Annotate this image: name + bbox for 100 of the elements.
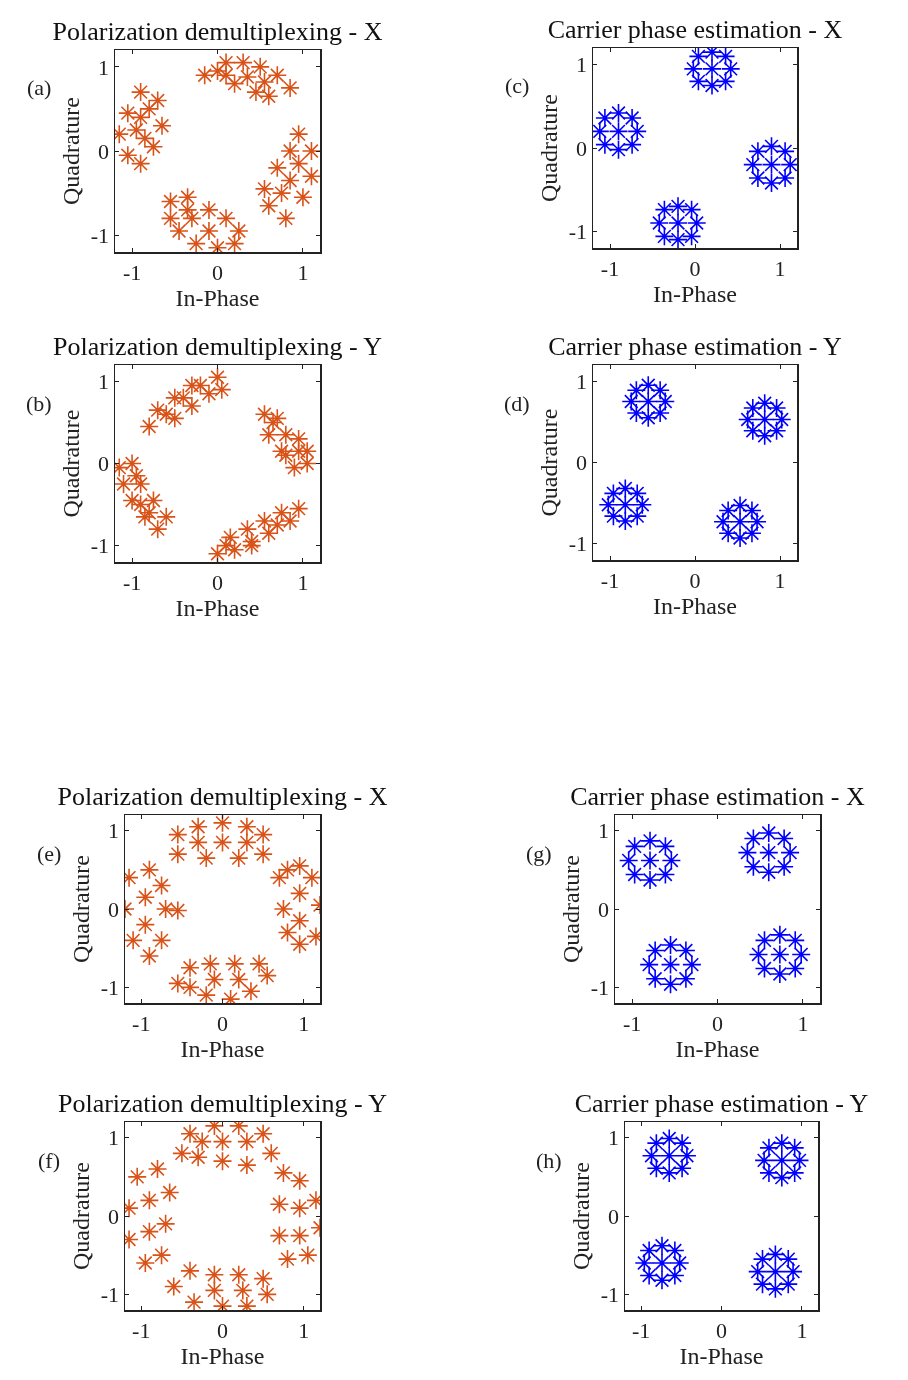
point (654, 199, 675, 220)
point (130, 153, 151, 174)
y-tick-label: 1 (98, 54, 110, 80)
point (224, 954, 245, 974)
point (233, 52, 253, 73)
point (280, 511, 300, 531)
point (668, 196, 688, 217)
point (743, 154, 763, 175)
point (608, 139, 629, 160)
x-axis-title: In-Phase (180, 1342, 265, 1369)
point (257, 965, 277, 986)
point (172, 1143, 192, 1164)
point (621, 391, 642, 412)
point (229, 221, 249, 241)
point (249, 954, 269, 974)
point (784, 1163, 805, 1183)
point (130, 474, 151, 494)
point (771, 409, 792, 430)
point (168, 824, 188, 845)
x-tick-label: 0 (689, 255, 701, 281)
y-tick-label: 0 (98, 451, 110, 477)
point (737, 842, 758, 863)
point (618, 850, 639, 871)
point (752, 1274, 773, 1294)
point (253, 824, 273, 845)
y-tick-label: 0 (608, 1203, 620, 1229)
point (258, 86, 279, 107)
point (624, 836, 645, 857)
point (718, 523, 738, 543)
y-tick-label: 0 (576, 450, 588, 476)
point (267, 408, 288, 429)
point (220, 527, 241, 548)
point (204, 969, 225, 990)
x-tick-label: -1 (631, 1317, 651, 1343)
point (639, 954, 659, 975)
point (169, 221, 189, 241)
point (182, 208, 202, 229)
point (254, 404, 275, 425)
point (730, 528, 750, 548)
point (168, 844, 188, 864)
point (289, 1198, 310, 1218)
point (608, 103, 629, 123)
point (253, 844, 273, 864)
point (258, 523, 279, 544)
point (254, 511, 275, 531)
x-tick-label: 0 (217, 1010, 228, 1036)
point (139, 860, 160, 880)
point (688, 71, 709, 92)
point (652, 1235, 672, 1256)
point (622, 134, 642, 155)
point (743, 856, 764, 877)
point (241, 981, 261, 1002)
point (135, 507, 155, 527)
point (168, 900, 188, 921)
point (273, 1163, 294, 1183)
point (639, 1240, 659, 1261)
point (665, 1240, 685, 1261)
y-tick-label: 0 (598, 896, 610, 922)
point (683, 59, 704, 79)
point (758, 842, 779, 863)
point (289, 856, 310, 876)
y-tick-label: -1 (600, 1282, 620, 1308)
text: (d) (504, 391, 530, 416)
point (280, 141, 300, 161)
point (748, 168, 768, 188)
y-tick-label: -1 (90, 222, 110, 248)
x-tick-label: 1 (298, 1317, 310, 1343)
point (261, 1143, 282, 1164)
point (780, 842, 800, 863)
point (233, 1280, 253, 1301)
y-tick-label: -1 (590, 975, 610, 1001)
point (258, 424, 279, 445)
y-axis-title: Quadrature (536, 408, 563, 517)
point (212, 832, 233, 853)
point (595, 134, 615, 155)
x-axis-title: In-Phase (175, 284, 260, 311)
point (276, 424, 296, 445)
point (624, 864, 645, 885)
point (743, 421, 763, 441)
chart-title: Polarization demultiplexing - X (52, 17, 383, 46)
point (632, 494, 653, 515)
chart-title: Polarization demultiplexing - Y (52, 332, 383, 361)
point (237, 832, 257, 853)
point (263, 412, 283, 433)
point (135, 914, 156, 935)
chart-title: Carrier phase estimation - Y (548, 332, 843, 361)
point (765, 1244, 786, 1265)
point (627, 483, 647, 504)
x-tick-label: 1 (797, 1010, 809, 1036)
point (759, 1138, 779, 1158)
point (650, 380, 670, 400)
point (184, 1292, 204, 1310)
point (615, 478, 636, 499)
x-tick-label: 1 (774, 255, 786, 281)
point (152, 115, 172, 136)
y-tick-label: 0 (108, 896, 120, 922)
x-axis-title: In-Phase (175, 594, 260, 621)
point (237, 519, 258, 539)
point (652, 1270, 672, 1291)
point (271, 183, 292, 203)
